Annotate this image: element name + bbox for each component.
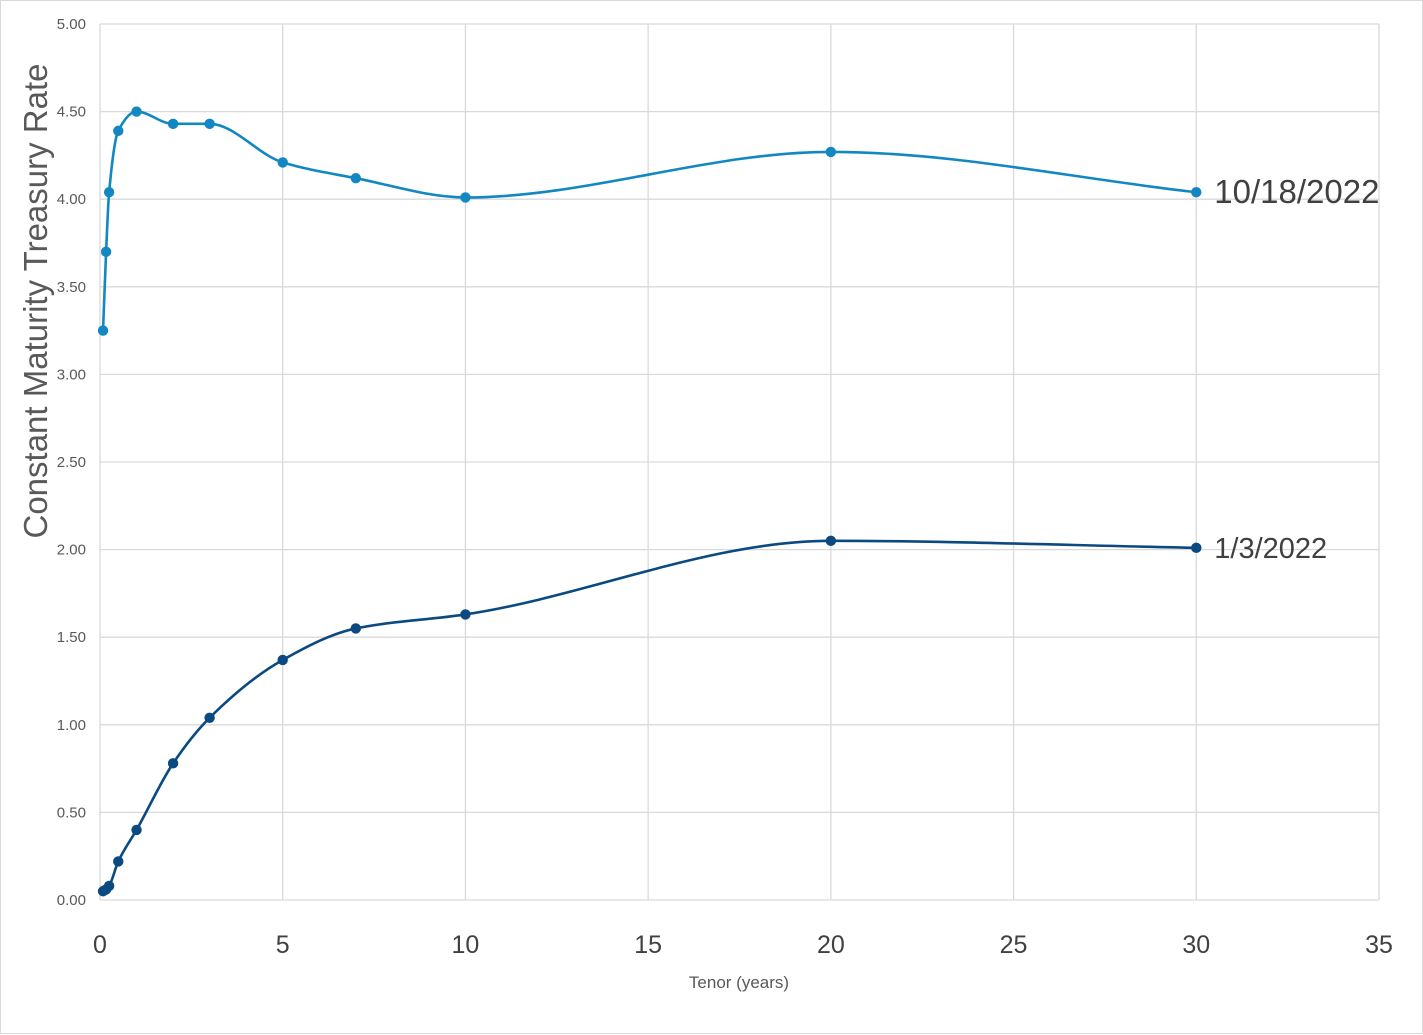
x-tick-label: 35 — [1365, 931, 1393, 959]
y-tick-label: 2.50 — [57, 454, 86, 471]
y-axis-title: Constant Maturity Treasury Rate — [17, 63, 54, 538]
data-point — [204, 118, 215, 130]
y-tick-label: 2.00 — [57, 542, 86, 559]
x-tick-label: 0 — [93, 931, 107, 959]
x-tick-label: 20 — [817, 931, 845, 959]
series-jan-3-2022 — [97, 535, 1202, 897]
data-point — [100, 246, 112, 257]
data-point — [103, 880, 115, 892]
y-tick-label: 0.50 — [57, 804, 86, 821]
series-labels: 10/18/2022 1/3/2022 — [1214, 173, 1379, 565]
data-point — [131, 824, 142, 836]
y-tick-label: 3.50 — [57, 279, 86, 296]
y-tick-label: 0.00 — [57, 892, 86, 909]
data-point — [350, 623, 361, 634]
data-point — [1191, 542, 1202, 554]
data-point — [167, 758, 179, 769]
gridlines — [99, 23, 1380, 901]
y-axis-ticks: 0.00 0.50 1.00 1.50 2.00 2.50 3.00 3.50 4.00 4.50… — [57, 16, 86, 909]
x-tick-label: 15 — [634, 931, 662, 959]
x-tick-label: 30 — [1182, 931, 1210, 959]
x-tick-label: 25 — [1000, 931, 1028, 959]
series-line — [101, 539, 1198, 893]
data-point — [460, 609, 471, 620]
data-point — [1191, 186, 1202, 198]
x-axis-title: Tenor (years) — [689, 973, 789, 992]
y-tick-label: 4.50 — [57, 104, 86, 121]
data-point — [825, 146, 837, 158]
data-point — [204, 712, 215, 723]
series-oct-18-2022 — [97, 106, 1202, 336]
y-tick-label: 4.00 — [57, 191, 86, 208]
x-axis-ticks: 0 5 10 15 20 25 30 35 — [93, 931, 1393, 959]
data-point — [131, 106, 142, 117]
data-point — [113, 125, 124, 137]
series-line — [101, 110, 1198, 332]
data-point — [113, 856, 124, 867]
series-lines — [97, 106, 1202, 897]
data-point — [103, 186, 115, 198]
x-tick-label: 5 — [276, 931, 290, 959]
y-tick-label: 1.00 — [57, 717, 86, 734]
data-point — [167, 118, 179, 130]
series-end-label: 1/3/2022 — [1214, 533, 1327, 565]
data-point — [460, 192, 471, 203]
data-point — [825, 535, 837, 547]
y-tick-label: 5.00 — [57, 16, 86, 33]
data-point — [97, 325, 109, 336]
x-tick-label: 10 — [452, 931, 480, 959]
data-point — [277, 157, 288, 168]
y-tick-label: 1.50 — [57, 629, 86, 646]
series-end-label: 10/18/2022 — [1214, 173, 1379, 210]
data-point — [350, 172, 361, 184]
data-point — [277, 654, 288, 666]
y-tick-label: 3.00 — [57, 366, 86, 383]
